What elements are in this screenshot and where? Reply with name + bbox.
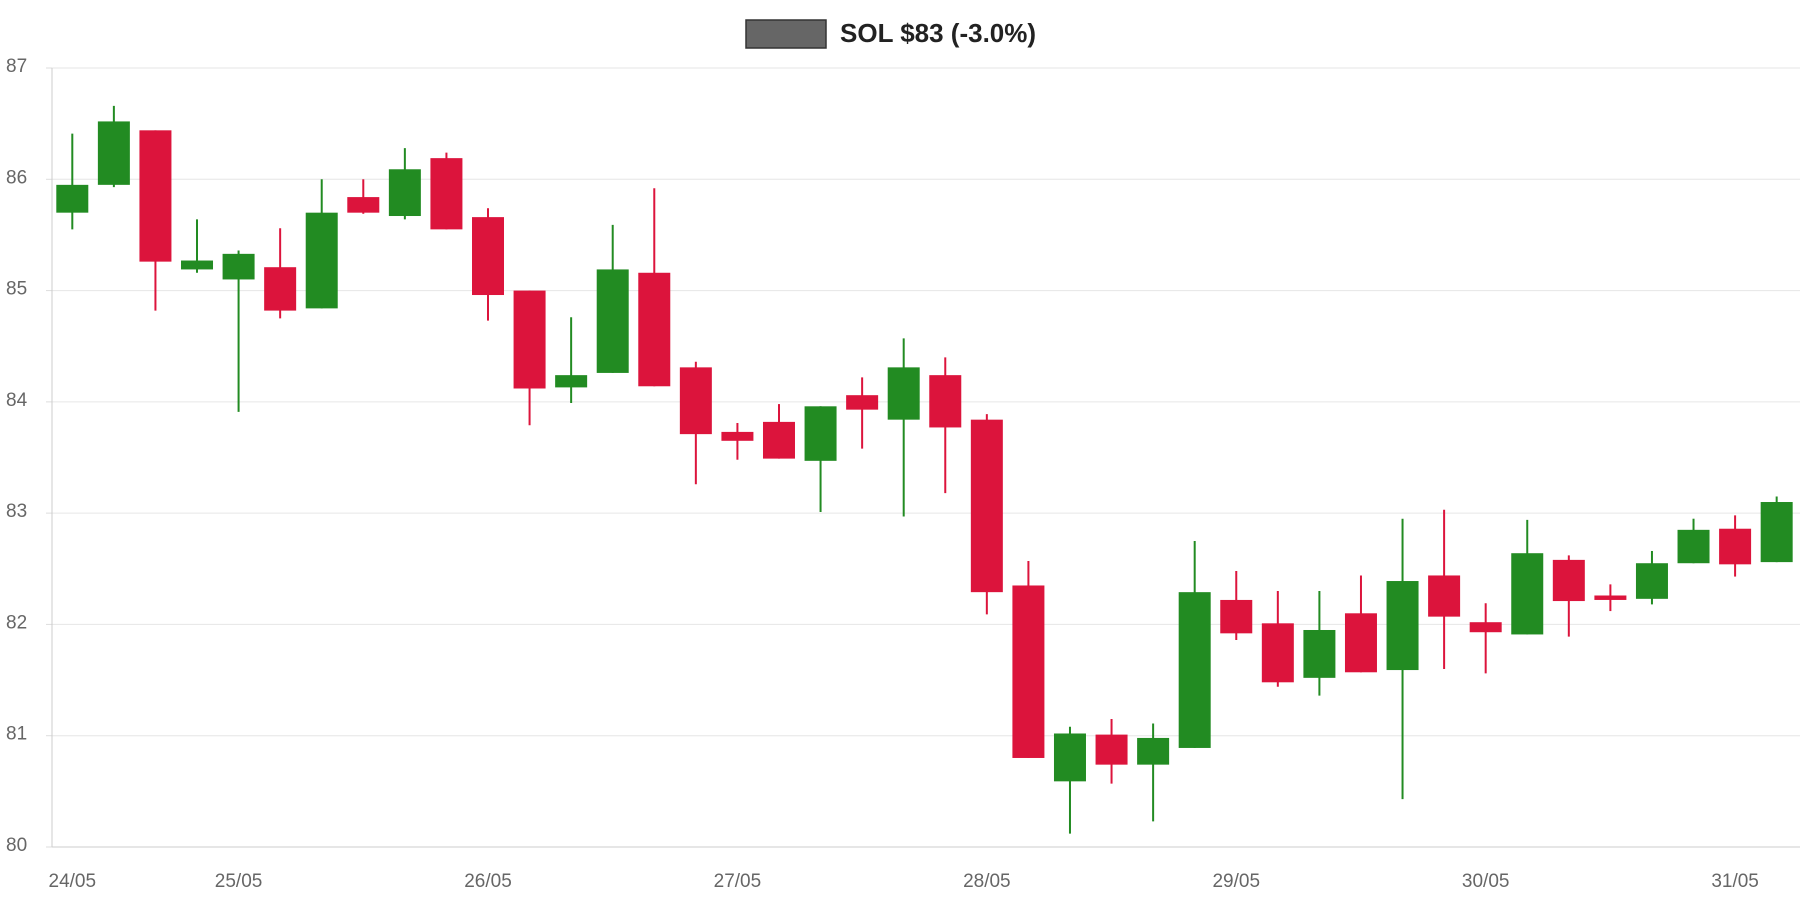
candle-body xyxy=(430,158,463,230)
x-tick-label: 27/05 xyxy=(714,871,762,892)
candle-body xyxy=(181,260,214,270)
candle-body xyxy=(222,253,255,280)
x-tick-label: 29/05 xyxy=(1212,871,1260,892)
candle-body xyxy=(970,419,1003,593)
candle-body xyxy=(1137,737,1170,765)
candle-body xyxy=(721,431,754,441)
candle-body xyxy=(846,395,879,410)
candle-body xyxy=(305,212,338,309)
candle-body xyxy=(638,272,671,387)
x-tick-label: 30/05 xyxy=(1462,871,1510,892)
candle-body xyxy=(264,267,297,311)
y-tick-label: 85 xyxy=(6,279,27,300)
candle-body xyxy=(887,367,920,420)
y-tick-label: 82 xyxy=(6,612,27,633)
candle-body xyxy=(1220,599,1253,634)
x-tick-label: 26/05 xyxy=(464,871,512,892)
candle-body xyxy=(555,375,588,388)
candle-body xyxy=(1303,629,1336,678)
candle-body xyxy=(596,269,629,373)
y-tick-label: 83 xyxy=(6,501,27,522)
candle-body xyxy=(56,184,89,213)
candle-body xyxy=(1178,592,1211,748)
candle-body xyxy=(97,121,130,185)
candle-body xyxy=(472,217,504,296)
y-tick-label: 84 xyxy=(6,390,28,411)
candle-body xyxy=(1511,553,1544,635)
candle-body xyxy=(1719,528,1752,565)
candle-body xyxy=(347,197,380,213)
candle-body xyxy=(1386,581,1419,671)
legend-swatch[interactable] xyxy=(745,19,827,49)
y-tick-label: 80 xyxy=(6,835,27,856)
candle-body xyxy=(1552,559,1585,602)
candle-body xyxy=(762,421,795,459)
y-tick-label: 87 xyxy=(6,56,27,77)
candle-body xyxy=(388,169,421,217)
candle-body xyxy=(1053,733,1086,782)
candle-body xyxy=(1469,622,1502,633)
candle-body xyxy=(1428,575,1461,617)
candle-body xyxy=(929,375,962,428)
x-tick-label: 31/05 xyxy=(1711,871,1759,892)
x-tick-label: 28/05 xyxy=(963,871,1011,892)
x-tick-label: 25/05 xyxy=(215,871,263,892)
candle-body xyxy=(804,406,837,461)
candle-body xyxy=(139,130,172,262)
x-tick-label: 24/05 xyxy=(49,871,97,892)
candle-body xyxy=(1344,613,1377,673)
candle-body xyxy=(1635,563,1668,599)
candle-body xyxy=(1760,502,1793,563)
candle-body xyxy=(1594,595,1627,600)
candle-body xyxy=(1261,623,1294,683)
y-tick-label: 81 xyxy=(6,724,27,745)
legend-label[interactable]: SOL $83 (-3.0%) xyxy=(840,18,1036,48)
candle-body xyxy=(679,367,712,435)
candle-body xyxy=(513,290,546,389)
candle-body xyxy=(1095,734,1128,765)
candle-body xyxy=(1677,529,1710,564)
candle-body xyxy=(1012,585,1045,758)
y-tick-label: 86 xyxy=(6,167,27,188)
